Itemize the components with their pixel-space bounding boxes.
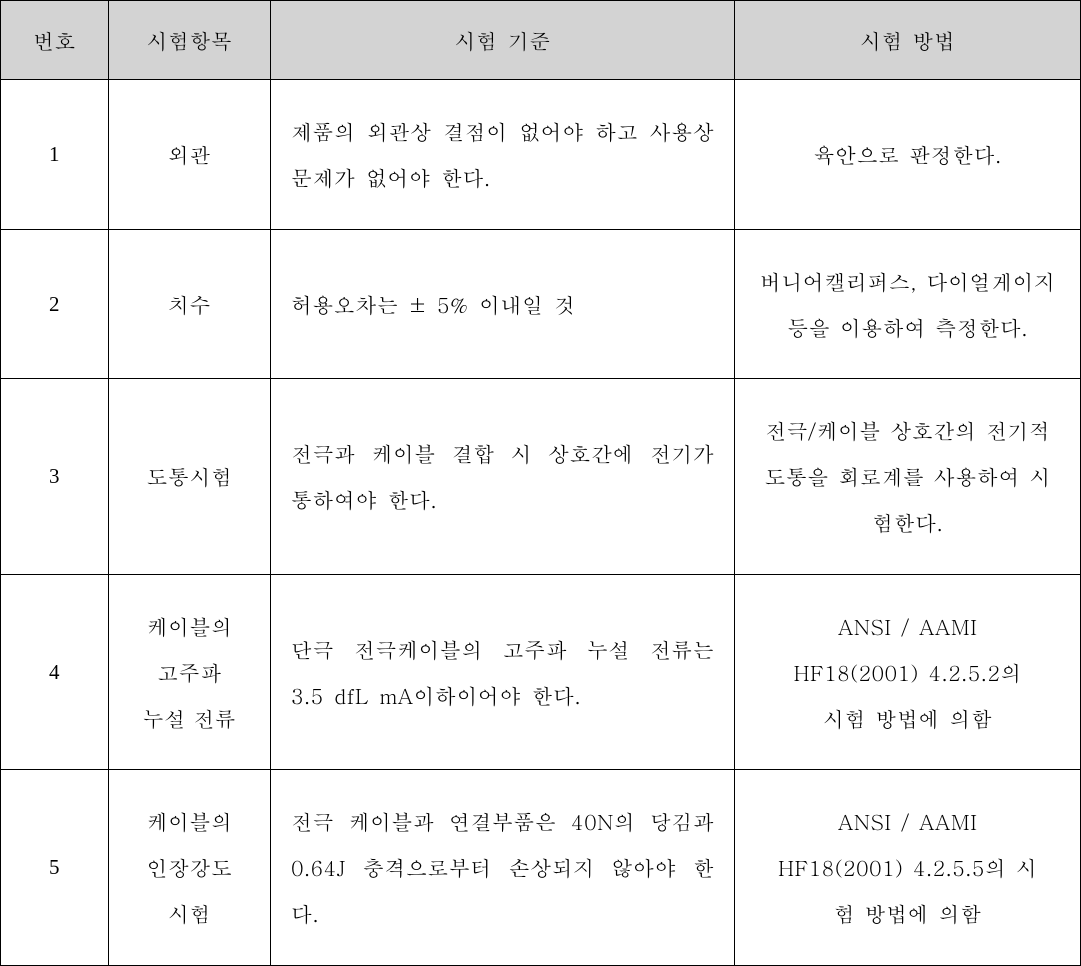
cell-num: 5	[1, 770, 109, 966]
header-item: 시험항목	[109, 1, 271, 80]
cell-standard: 단극 전극케이블의 고주파 누설 전류는 3.5 dfL mA이하이어야 한다.	[271, 574, 735, 770]
table-row: 2 치수 허용오차는 ± 5% 이내일 것 버니어캘리퍼스, 다이얼게이지 등을…	[1, 229, 1081, 378]
cell-num: 2	[1, 229, 109, 378]
cell-num: 3	[1, 378, 109, 574]
cell-method-line3: 험 방법에 의함	[834, 898, 982, 928]
table-row: 1 외관 제품의 외관상 결점이 없어야 하고 사용상 문제가 없어야 한다. …	[1, 80, 1081, 229]
cell-method: ANSI / AAMI HF18(2001) 4.2.5.2의 시험 방법에 의…	[735, 574, 1081, 770]
cell-standard: 허용오차는 ± 5% 이내일 것	[271, 229, 735, 378]
cell-item: 외관	[109, 80, 271, 229]
cell-method: 버니어캘리퍼스, 다이얼게이지 등을 이용하여 측정한다.	[735, 229, 1081, 378]
cell-standard-text: 전극과 케이블 결합 시 상호간에 전기가 통하여야 한다.	[291, 430, 714, 522]
cell-standard-text: 허용오차는 ± 5% 이내일 것	[291, 281, 714, 327]
cell-method-line1: ANSI / AAMI	[838, 806, 978, 836]
cell-standard-text: 단극 전극케이블의 고주파 누설 전류는 3.5 dfL mA이하이어야 한다.	[291, 626, 714, 718]
cell-standard: 전극 케이블과 연결부품은 40N의 당김과 0.64J 충격으로부터 손상되지…	[271, 770, 735, 966]
cell-item-line3: 시험	[168, 898, 211, 928]
cell-method-line2: HF18(2001) 4.2.5.2의	[793, 657, 1021, 687]
cell-method-line3: 시험 방법에 의함	[823, 703, 993, 733]
table-row: 5 케이블의 인장강도 시험 전극 케이블과 연결부품은 40N의 당김과 0.…	[1, 770, 1081, 966]
cell-item-line1: 케이블의	[147, 611, 233, 641]
cell-method-line2: HF18(2001) 4.2.5.5의 시	[778, 852, 1037, 882]
cell-num: 4	[1, 574, 109, 770]
table-row: 4 케이블의 고주파 누설 전류 단극 전극케이블의 고주파 누설 전류는 3.…	[1, 574, 1081, 770]
table-header-row: 번호 시험항목 시험 기준 시험 방법	[1, 1, 1081, 80]
cell-standard: 제품의 외관상 결점이 없어야 하고 사용상 문제가 없어야 한다.	[271, 80, 735, 229]
cell-num: 1	[1, 80, 109, 229]
cell-item: 케이블의 인장강도 시험	[109, 770, 271, 966]
cell-standard-text: 제품의 외관상 결점이 없어야 하고 사용상 문제가 없어야 한다.	[291, 108, 714, 200]
cell-item-line3: 누설 전류	[143, 703, 237, 733]
table-row: 3 도통시험 전극과 케이블 결합 시 상호간에 전기가 통하여야 한다. 전극…	[1, 378, 1081, 574]
cell-standard-text: 전극 케이블과 연결부품은 40N의 당김과 0.64J 충격으로부터 손상되지…	[291, 798, 714, 937]
cell-item: 치수	[109, 229, 271, 378]
header-method: 시험 방법	[735, 1, 1081, 80]
cell-method-line1: ANSI / AAMI	[838, 611, 978, 641]
cell-item-line2: 인장강도	[147, 852, 233, 882]
cell-item: 도통시험	[109, 378, 271, 574]
cell-item-line2: 고주파	[157, 657, 222, 687]
cell-method: 전극/케이블 상호간의 전기적도통을 회로계를 사용하여 시험한다.	[735, 378, 1081, 574]
cell-method: ANSI / AAMI HF18(2001) 4.2.5.5의 시 험 방법에 …	[735, 770, 1081, 966]
cell-method: 육안으로 판정한다.	[735, 80, 1081, 229]
cell-item: 케이블의 고주파 누설 전류	[109, 574, 271, 770]
cell-standard: 전극과 케이블 결합 시 상호간에 전기가 통하여야 한다.	[271, 378, 735, 574]
test-spec-table: 번호 시험항목 시험 기준 시험 방법 1 외관 제품의 외관상 결점이 없어야…	[0, 0, 1081, 966]
header-standard: 시험 기준	[271, 1, 735, 80]
header-num: 번호	[1, 1, 109, 80]
cell-item-line1: 케이블의	[147, 806, 233, 836]
